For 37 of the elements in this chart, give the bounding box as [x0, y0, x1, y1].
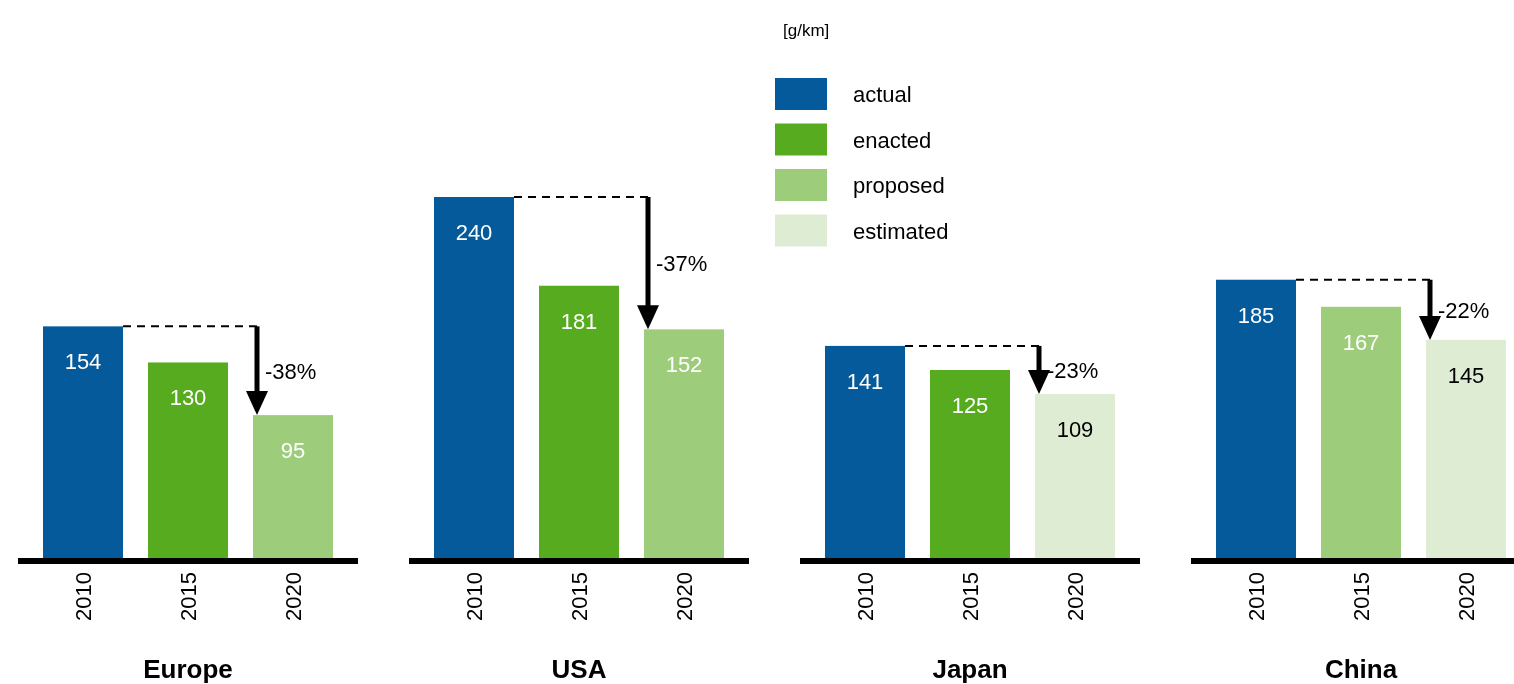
- legend-label: proposed: [853, 173, 945, 198]
- x-tick-label: 2020: [1063, 572, 1088, 621]
- x-tick-label: 2015: [958, 572, 983, 621]
- data-label: 125: [951, 392, 989, 418]
- x-tick-label: 2020: [281, 572, 306, 621]
- data-label: 240: [455, 220, 493, 245]
- data-label: 95: [280, 438, 306, 464]
- x-tick-label: 2010: [1244, 572, 1269, 621]
- x-axis-title: Europe: [143, 654, 233, 684]
- x-tick-label: 2010: [462, 572, 487, 621]
- legend-title: [g/km]: [783, 21, 830, 40]
- data-label: 181: [560, 308, 598, 334]
- x-tick-label: 2020: [672, 572, 697, 621]
- annotation: -37%: [656, 251, 708, 277]
- data-label: 109: [1056, 417, 1094, 443]
- x-tick-label: 2015: [176, 572, 201, 621]
- annotation: -38%: [265, 358, 317, 384]
- data-label: 152: [665, 352, 703, 378]
- x-tick-label: 2015: [1349, 572, 1374, 621]
- x-axis-title: China: [1324, 654, 1398, 684]
- x-tick-label: 2010: [853, 572, 878, 621]
- data-label: 154: [64, 349, 102, 375]
- x-axis-title: USA: [551, 654, 607, 684]
- legend-label: estimated: [853, 218, 949, 244]
- data-label: 167: [1342, 329, 1380, 355]
- data-label: 130: [169, 385, 207, 411]
- x-axis-title: Japan: [932, 654, 1008, 684]
- data-label: 185: [1237, 302, 1275, 328]
- x-tick-label: 2020: [1454, 572, 1479, 621]
- x-tick-label: 2010: [71, 572, 96, 621]
- annotation: -23%: [1047, 357, 1099, 383]
- data-label: 141: [846, 368, 884, 394]
- x-tick-label: 2015: [567, 572, 592, 621]
- annotation: -22%: [1438, 297, 1490, 323]
- legend-label: actual: [853, 82, 912, 107]
- data-label: 145: [1447, 362, 1485, 388]
- legend-label: enacted: [853, 127, 932, 153]
